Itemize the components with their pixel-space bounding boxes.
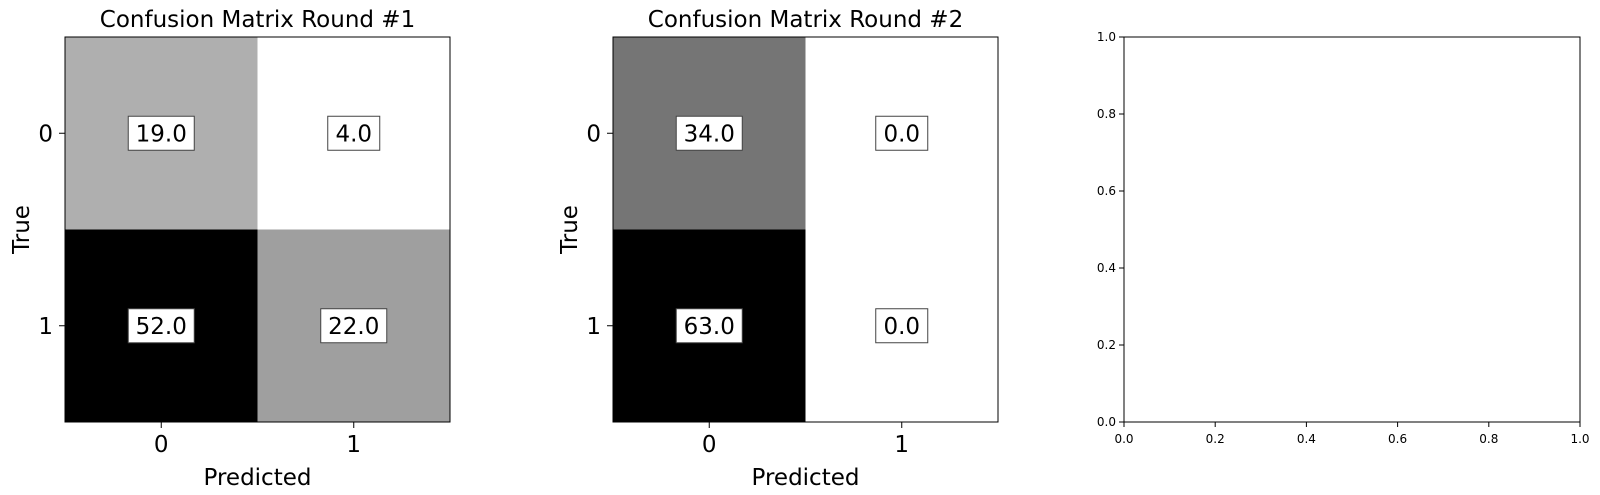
value-label-box bbox=[127, 115, 195, 151]
value-label-box bbox=[127, 308, 195, 344]
y-tick-label: 1 bbox=[38, 314, 53, 340]
axes-frame bbox=[1123, 36, 1581, 423]
empty-axes: 0.0 0.2 0.4 0.6 0.8 1.0 0.0 0.2 0.4 0.6 0.8 1.0 bbox=[1097, 30, 1590, 446]
chart-title: Confusion Matrix Round #2 bbox=[648, 7, 963, 33]
x-tick-label: 1 bbox=[346, 432, 361, 458]
value-label: 0.0 bbox=[883, 314, 920, 340]
x-tick-label: 0 bbox=[154, 432, 169, 458]
y-tick-label: 0.4 bbox=[1097, 261, 1116, 275]
y-tick-label: 0.2 bbox=[1097, 338, 1116, 352]
y-tick-label: 0.0 bbox=[1097, 415, 1116, 429]
value-label: 4.0 bbox=[335, 121, 372, 147]
confusion-matrix-round-2: Confusion Matrix Round #2 34.0 0.0 63.0 0.0 0… bbox=[557, 7, 999, 491]
value-label-box bbox=[675, 308, 743, 344]
x-tick-label: 0.0 bbox=[1114, 432, 1133, 446]
value-label: 63.0 bbox=[684, 314, 735, 340]
x-axis-label: Predicted bbox=[204, 465, 312, 491]
value-label: 52.0 bbox=[136, 314, 187, 340]
x-tick-label: 1.0 bbox=[1570, 432, 1589, 446]
value-label-box bbox=[875, 308, 929, 344]
y-axis-label: True bbox=[557, 205, 583, 255]
value-label-box bbox=[320, 308, 388, 344]
value-label: 0.0 bbox=[883, 121, 920, 147]
chart-title: Confusion Matrix Round #1 bbox=[100, 7, 415, 33]
y-tick-label: 0 bbox=[586, 121, 601, 147]
x-tick-label: 0.6 bbox=[1388, 432, 1407, 446]
y-tick-label: 0.6 bbox=[1097, 184, 1116, 198]
value-label-box bbox=[875, 115, 929, 151]
y-tick-label: 1.0 bbox=[1097, 30, 1116, 44]
y-tick-label: 1 bbox=[586, 314, 601, 340]
x-tick-label: 1 bbox=[894, 432, 909, 458]
x-tick-label: 0.8 bbox=[1479, 432, 1498, 446]
axes-frame bbox=[612, 36, 999, 423]
value-label: 22.0 bbox=[328, 314, 379, 340]
axes-frame bbox=[64, 36, 451, 423]
x-tick-label: 0 bbox=[702, 432, 717, 458]
x-tick-label: 0.4 bbox=[1297, 432, 1316, 446]
value-label-box bbox=[327, 115, 381, 151]
y-tick-label: 0.8 bbox=[1097, 107, 1116, 121]
value-label: 19.0 bbox=[136, 121, 187, 147]
confusion-matrix-round-1: Confusion Matrix Round #1 19.0 4.0 52.0 22.0… bbox=[9, 7, 451, 491]
value-label: 34.0 bbox=[684, 121, 735, 147]
x-axis-label: Predicted bbox=[752, 465, 860, 491]
value-label-box bbox=[675, 115, 743, 151]
x-tick-label: 0.2 bbox=[1206, 432, 1225, 446]
y-tick-label: 0 bbox=[38, 121, 53, 147]
y-axis-label: True bbox=[9, 205, 35, 255]
